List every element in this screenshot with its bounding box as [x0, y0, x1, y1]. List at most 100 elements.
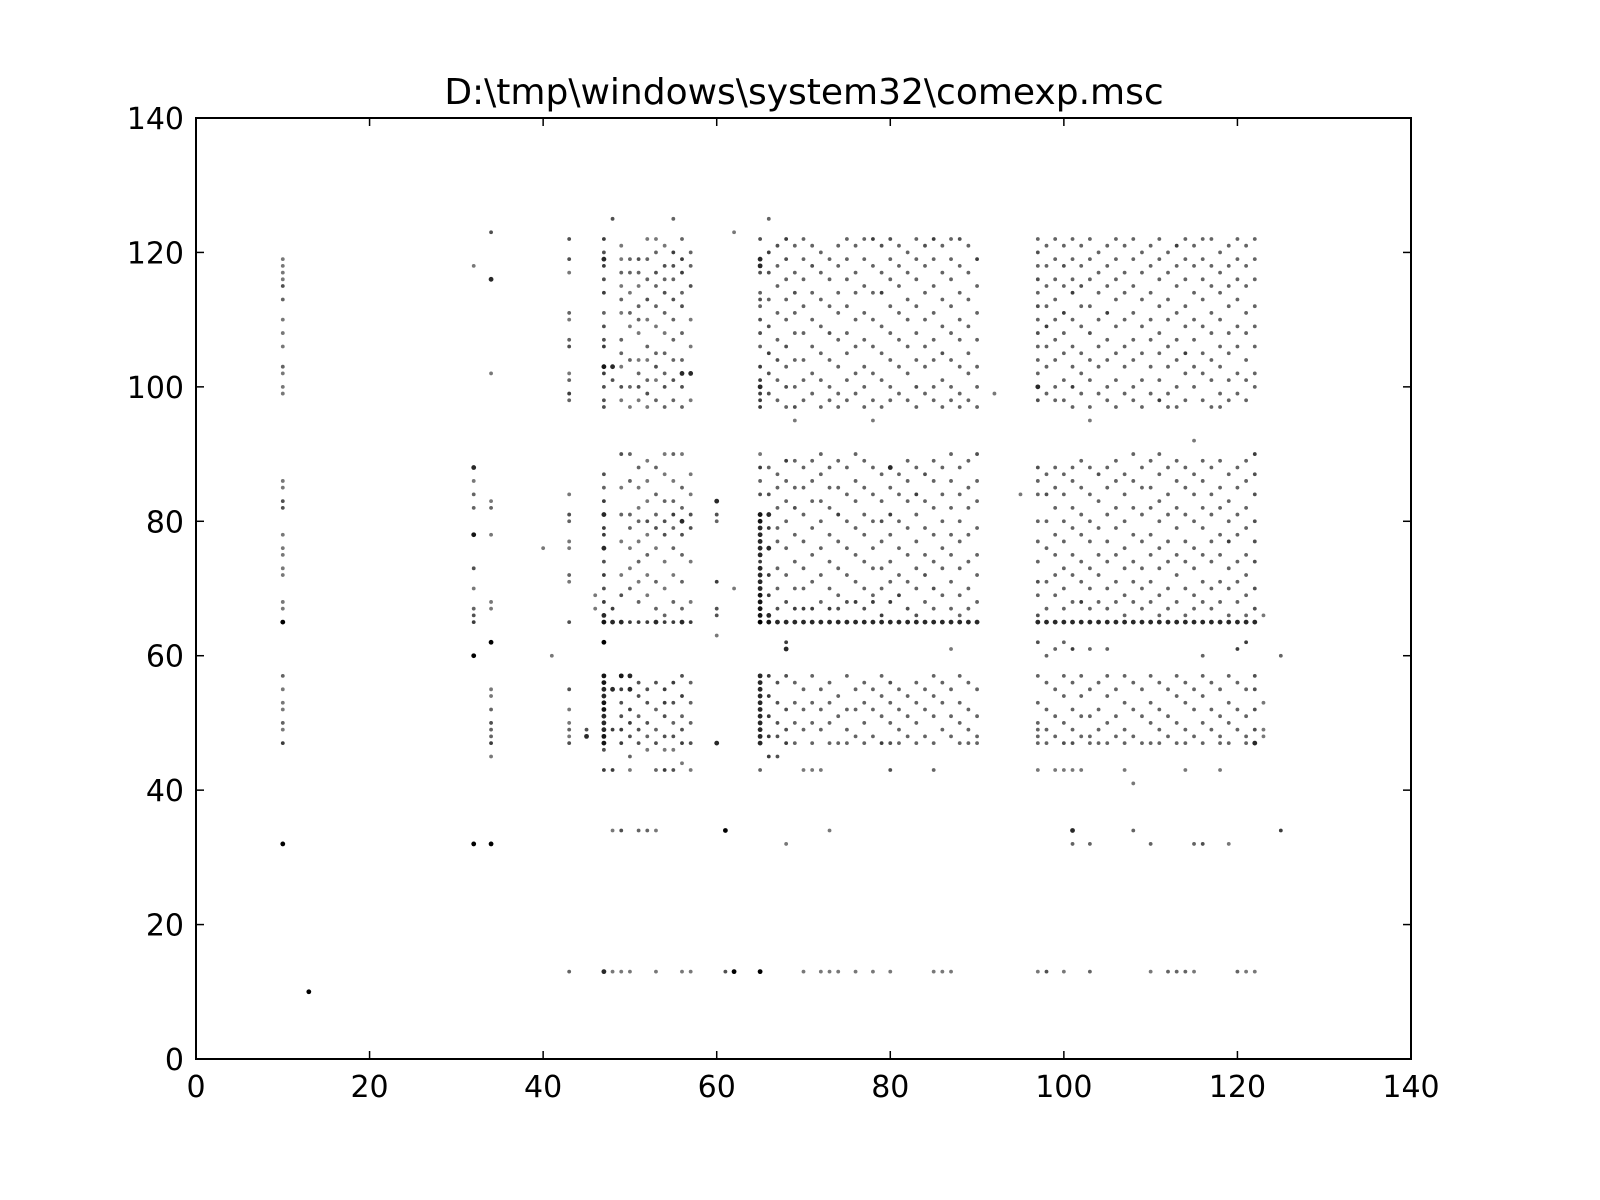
data-point [914, 465, 919, 470]
data-point [758, 492, 763, 497]
data-point [1244, 479, 1249, 483]
data-point [280, 257, 285, 262]
data-point [810, 721, 815, 725]
data-point [957, 741, 962, 745]
data-point [888, 700, 893, 705]
data-point [662, 586, 667, 591]
data-point [775, 311, 780, 315]
data-point [949, 532, 953, 537]
data-point [905, 250, 910, 255]
data-point [1244, 243, 1249, 248]
data-point [1244, 311, 1249, 315]
data-point [671, 700, 676, 705]
data-point [1079, 673, 1084, 678]
data-point [1061, 351, 1066, 356]
y-tick-label: 40 [146, 774, 184, 809]
data-point [567, 398, 572, 403]
data-point [784, 458, 789, 463]
data-point [489, 707, 493, 712]
data-point [1235, 277, 1240, 282]
data-point [610, 378, 615, 383]
data-point [1131, 828, 1136, 833]
data-point [680, 714, 684, 719]
data-point [567, 620, 572, 625]
data-point [862, 606, 867, 611]
data-point [1035, 465, 1040, 470]
data-point [1122, 243, 1127, 248]
data-point [1157, 741, 1162, 745]
data-point [766, 545, 772, 551]
data-point [853, 687, 858, 692]
data-point [931, 559, 936, 564]
data-point [966, 485, 971, 490]
data-point [1105, 673, 1110, 678]
data-point [1183, 969, 1188, 974]
data-point [801, 687, 806, 692]
data-point [1157, 707, 1162, 712]
data-point [897, 727, 901, 732]
data-point [671, 479, 676, 483]
data-point [827, 398, 832, 403]
data-point [679, 518, 685, 524]
data-point [1218, 734, 1222, 739]
data-point [1114, 552, 1118, 557]
data-point [897, 593, 901, 598]
data-point [1226, 263, 1231, 268]
data-point [1235, 465, 1240, 470]
data-point [654, 969, 658, 974]
data-point [810, 479, 815, 483]
data-point [619, 337, 624, 342]
data-point [766, 612, 772, 618]
data-point [1140, 586, 1144, 591]
data-point [489, 600, 493, 604]
data-point [923, 499, 927, 504]
data-point [871, 317, 875, 322]
data-point [940, 405, 945, 409]
data-point [680, 552, 684, 557]
data-point [601, 707, 607, 712]
data-point [1035, 741, 1040, 745]
data-point [654, 250, 658, 255]
data-point [871, 687, 875, 692]
data-point [766, 351, 771, 356]
data-point [836, 391, 841, 396]
data-point [654, 741, 658, 745]
data-point [1079, 284, 1084, 288]
data-point [567, 546, 572, 551]
data-point [1157, 351, 1162, 356]
x-tick-label: 140 [1382, 1070, 1439, 1105]
data-point [1140, 297, 1144, 302]
data-point [680, 673, 684, 678]
data-point [471, 566, 476, 571]
data-point [1200, 673, 1205, 678]
data-point [879, 378, 884, 383]
data-point [975, 257, 979, 262]
x-tick-label: 20 [350, 1070, 388, 1105]
data-point [1157, 304, 1162, 309]
data-point [645, 593, 650, 598]
data-point [680, 969, 684, 974]
data-point [905, 398, 910, 403]
data-point [801, 969, 806, 974]
data-point [1122, 492, 1127, 497]
data-point [1252, 687, 1257, 692]
data-point [1209, 559, 1214, 564]
data-point [853, 479, 858, 483]
data-point [1096, 472, 1101, 477]
data-point [645, 317, 650, 322]
data-point [1070, 619, 1075, 625]
data-point [1122, 270, 1127, 275]
data-point [567, 257, 572, 262]
data-point [1053, 237, 1058, 241]
data-point [688, 371, 694, 376]
data-point [1044, 492, 1049, 497]
data-point [1035, 768, 1040, 772]
data-point [1114, 378, 1118, 383]
data-point [645, 277, 650, 282]
data-point [809, 619, 815, 625]
data-point [645, 499, 650, 504]
data-point [757, 256, 763, 262]
y-tick-label: 20 [146, 909, 184, 944]
data-point [975, 284, 979, 288]
